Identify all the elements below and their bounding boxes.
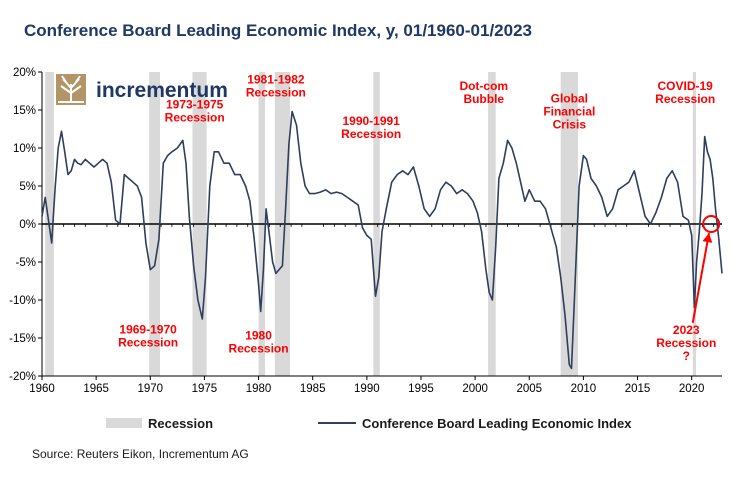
y-tick-label: 20% — [13, 67, 36, 79]
annotation-line: 1973-1975 — [166, 97, 224, 111]
legend-recession-label: Recession — [148, 416, 213, 431]
x-tick-label: 2015 — [625, 383, 651, 395]
annotation-line: Recession — [229, 342, 289, 356]
x-tick-label: 1990 — [354, 383, 380, 395]
annotation-line: Recession — [656, 336, 716, 350]
logo-text: incrementum — [96, 79, 228, 102]
highlight-circle — [702, 215, 721, 233]
plot-area: 20% 15% 10% 5% 0% -5% -10% -15% -20%1960 1965 1970… — [9, 67, 723, 395]
annotation-line: Recession — [118, 335, 178, 349]
annotation-line: Bubble — [463, 92, 504, 106]
y-tick-label: 5% — [19, 181, 36, 193]
annotation-label-3: 1981-1982 Recession — [246, 72, 306, 99]
annotation-line: Dot-com — [459, 79, 508, 93]
x-tick-label: 1965 — [83, 383, 109, 395]
annotation-label-1: 1973-1975 Recession — [165, 97, 225, 124]
x-tick-label: 2000 — [462, 383, 488, 395]
y-tick-label: 0% — [19, 219, 36, 231]
legend-line-label: Conference Board Leading Economic Index — [362, 416, 632, 431]
axes: 20% 15% 10% 5% 0% -5% -10% -15% -20%1960 1965 1970… — [9, 67, 722, 395]
annotation-line: Recession — [341, 127, 401, 141]
y-tick-label: -20% — [9, 371, 36, 383]
arrow-head — [702, 233, 713, 243]
annotation-label-2: 1980 Recession — [229, 329, 289, 356]
legend: Recession Conference Board Leading Econo… — [106, 416, 632, 431]
annotation-line: Recession — [246, 85, 306, 99]
incrementum-logo: incrementum — [56, 74, 228, 105]
arrow-shaft — [691, 232, 710, 323]
x-tick-label: 1980 — [246, 383, 272, 395]
y-tick-label: 10% — [13, 143, 36, 155]
x-tick-label: 1970 — [137, 383, 163, 395]
annotation-line: Global — [551, 91, 588, 105]
annotation-line: ? — [683, 349, 690, 363]
y-tick-label: -15% — [9, 333, 36, 345]
annotation-line: 1980 — [245, 329, 272, 343]
x-tick-label: 2005 — [516, 383, 542, 395]
annotation-line: Recession — [655, 92, 715, 106]
x-tick-label: 1995 — [408, 383, 434, 395]
y-tick-label: -5% — [16, 257, 36, 269]
x-tick-label: 1975 — [192, 383, 218, 395]
annotation-line: 1981-1982 — [247, 72, 305, 86]
annotation-line: Crisis — [553, 117, 587, 131]
legend-recession-swatch — [106, 418, 142, 428]
y-tick-label: -10% — [9, 295, 36, 307]
annotation-line: 2023 — [673, 323, 700, 337]
annotation-line: Recession — [165, 110, 225, 124]
annotation-label-6: Global Financial Crisis — [543, 91, 595, 131]
x-tick-label: 1960 — [29, 383, 55, 395]
annotation-line: 1969-1970 — [119, 322, 177, 336]
tree-icon — [56, 74, 86, 105]
chart-title: Conference Board Leading Economic Index,… — [24, 21, 532, 40]
lei-series-line — [41, 110, 723, 370]
source-note: Source: Reuters Eikon, Incrementum AG — [32, 447, 249, 461]
annotation-line: Financial — [543, 104, 595, 118]
annotation-label-5: Dot-com Bubble — [459, 79, 508, 106]
annotation-label-7: COVID-19 Recession — [655, 79, 715, 106]
annotation-label-4: 1990-1991 Recession — [341, 114, 401, 141]
annotation-label-8: 2023 Recession? — [656, 323, 716, 363]
x-tick-label: 2010 — [571, 383, 597, 395]
annotation-line: COVID-19 — [658, 79, 714, 93]
annotation-line: 1990-1991 — [342, 114, 400, 128]
annotation-label-0: 1969-1970 Recession — [118, 322, 178, 349]
y-tick-label: 15% — [13, 105, 36, 117]
x-tick-label: 2020 — [679, 383, 705, 395]
highlight-marker — [691, 215, 721, 323]
x-tick-label: 1985 — [300, 383, 326, 395]
